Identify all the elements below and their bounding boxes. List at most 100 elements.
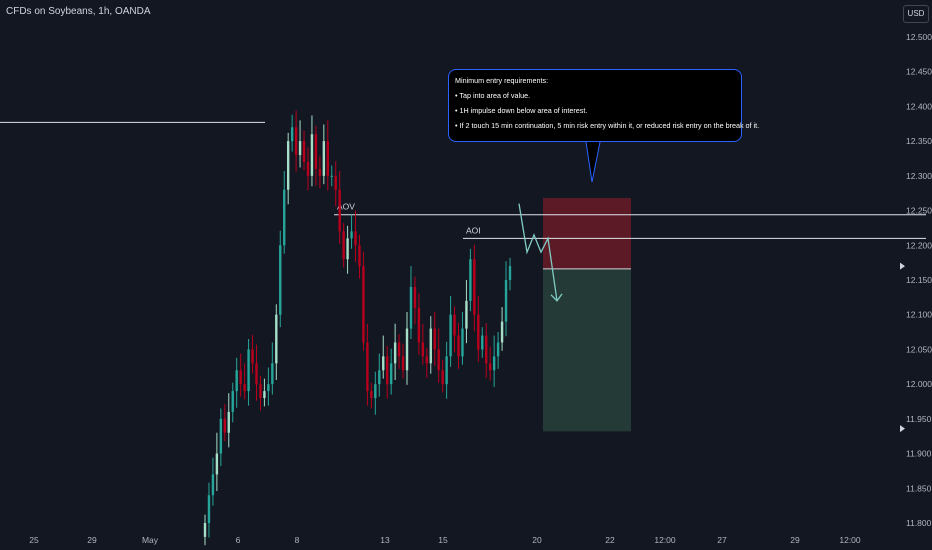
candle-body bbox=[286, 141, 290, 190]
candle-body bbox=[354, 231, 357, 246]
callout-pointer bbox=[585, 141, 601, 183]
y-axis-tick: 12.150 bbox=[906, 275, 932, 285]
annotation-line: • Tap into area of value. bbox=[455, 91, 531, 100]
candle-body bbox=[417, 307, 421, 343]
y-axis-tick: 12.200 bbox=[906, 240, 932, 250]
candle-body bbox=[219, 418, 223, 454]
candle-body bbox=[445, 356, 448, 385]
candle-body bbox=[294, 127, 298, 156]
candle-body bbox=[211, 474, 215, 496]
candle-body bbox=[318, 168, 322, 176]
y-axis-tick: 12.000 bbox=[906, 379, 932, 389]
candle-body bbox=[334, 175, 337, 190]
annotation-line: • 1H impulse down below area of interest… bbox=[455, 106, 588, 115]
candle-body bbox=[275, 314, 278, 364]
projection-path bbox=[518, 203, 558, 301]
candle-body bbox=[429, 328, 432, 364]
candle-body bbox=[227, 411, 230, 433]
candle-body bbox=[389, 363, 393, 385]
candle-body bbox=[239, 370, 242, 385]
candle-body bbox=[267, 384, 270, 392]
candle-body bbox=[386, 356, 389, 385]
candle-body bbox=[488, 363, 492, 371]
x-axis-tick: 12:00 bbox=[654, 535, 676, 545]
candle-body bbox=[314, 134, 318, 169]
candle-body bbox=[251, 349, 254, 364]
candle-body bbox=[358, 245, 361, 267]
y-axis-tick: 12.100 bbox=[906, 310, 932, 320]
candle-body bbox=[235, 370, 238, 392]
candle-body bbox=[500, 321, 504, 343]
chart-title: CFDs on Soybeans, 1h, OANDA bbox=[6, 6, 151, 17]
candle-body bbox=[457, 335, 460, 357]
y-axis-tick: 12.300 bbox=[906, 171, 932, 181]
candle-body bbox=[263, 391, 266, 399]
y-axis-tick: 11.950 bbox=[906, 414, 932, 424]
x-axis-tick: 15 bbox=[438, 535, 448, 545]
price-marker-icon bbox=[900, 262, 905, 270]
candle-body bbox=[243, 384, 246, 392]
stop-loss-zone bbox=[543, 198, 631, 269]
y-axis-tick: 12.450 bbox=[906, 67, 932, 77]
candle-body bbox=[271, 363, 274, 385]
candle-body bbox=[215, 453, 219, 475]
candle-body bbox=[469, 259, 472, 301]
candle-body bbox=[409, 286, 413, 329]
candle-body bbox=[231, 391, 234, 412]
candle-body bbox=[298, 141, 302, 156]
candle-body bbox=[330, 175, 333, 177]
candle-body bbox=[259, 384, 262, 399]
y-axis-tick: 12.350 bbox=[906, 136, 932, 146]
price-marker-icon bbox=[900, 425, 905, 433]
candle-body bbox=[290, 127, 294, 142]
annotation-line: Minimum entry requirements: bbox=[455, 76, 549, 85]
candle-body bbox=[441, 370, 444, 385]
candle-body bbox=[421, 342, 425, 357]
level-label: AOI bbox=[466, 225, 481, 235]
x-axis-tick: 20 bbox=[532, 535, 542, 545]
candle-body bbox=[322, 141, 326, 176]
candle-body bbox=[310, 134, 314, 176]
candle-body bbox=[223, 418, 227, 433]
x-axis-tick: 29 bbox=[790, 535, 800, 545]
candle-body bbox=[508, 266, 512, 280]
candle-body bbox=[496, 342, 500, 357]
currency-selector[interactable]: USD bbox=[903, 5, 929, 23]
candle-body bbox=[350, 231, 353, 239]
candle-body bbox=[370, 391, 373, 399]
x-axis-tick: May bbox=[142, 535, 159, 545]
candle-body bbox=[374, 384, 377, 399]
candle-body bbox=[203, 523, 207, 537]
candle-body bbox=[492, 356, 496, 371]
candle-body bbox=[433, 328, 436, 350]
candle-body bbox=[449, 314, 452, 357]
x-axis-tick: 6 bbox=[236, 535, 241, 545]
candle-body bbox=[255, 363, 258, 385]
candle-body bbox=[477, 314, 480, 350]
candle-body bbox=[247, 349, 250, 392]
candle-body bbox=[306, 161, 310, 176]
candle-body bbox=[378, 370, 381, 385]
candle-body bbox=[326, 141, 329, 176]
y-axis-tick: 12.500 bbox=[906, 32, 932, 42]
y-axis-tick: 11.800 bbox=[906, 518, 932, 528]
candle-body bbox=[437, 349, 440, 371]
candle-body bbox=[397, 342, 401, 357]
candle-body bbox=[465, 300, 468, 329]
x-axis-tick: 29 bbox=[87, 535, 97, 545]
y-axis-tick: 11.850 bbox=[906, 483, 932, 493]
candle-body bbox=[279, 245, 282, 315]
candle-body bbox=[473, 259, 476, 315]
y-axis-tick: 12.400 bbox=[906, 101, 932, 111]
annotation-callout: Minimum entry requirements: • Tap into a… bbox=[448, 69, 760, 142]
candle-body bbox=[504, 280, 508, 322]
annotation-line: • If 2 touch 15 min continuation, 5 min … bbox=[455, 121, 760, 130]
candle-body bbox=[362, 266, 365, 343]
candle-body bbox=[342, 231, 345, 260]
x-axis-tick: 25 bbox=[29, 535, 39, 545]
candle-body bbox=[461, 328, 464, 357]
x-axis-tick: 8 bbox=[295, 535, 300, 545]
x-axis-tick: 22 bbox=[605, 535, 615, 545]
candle-body bbox=[481, 335, 484, 350]
